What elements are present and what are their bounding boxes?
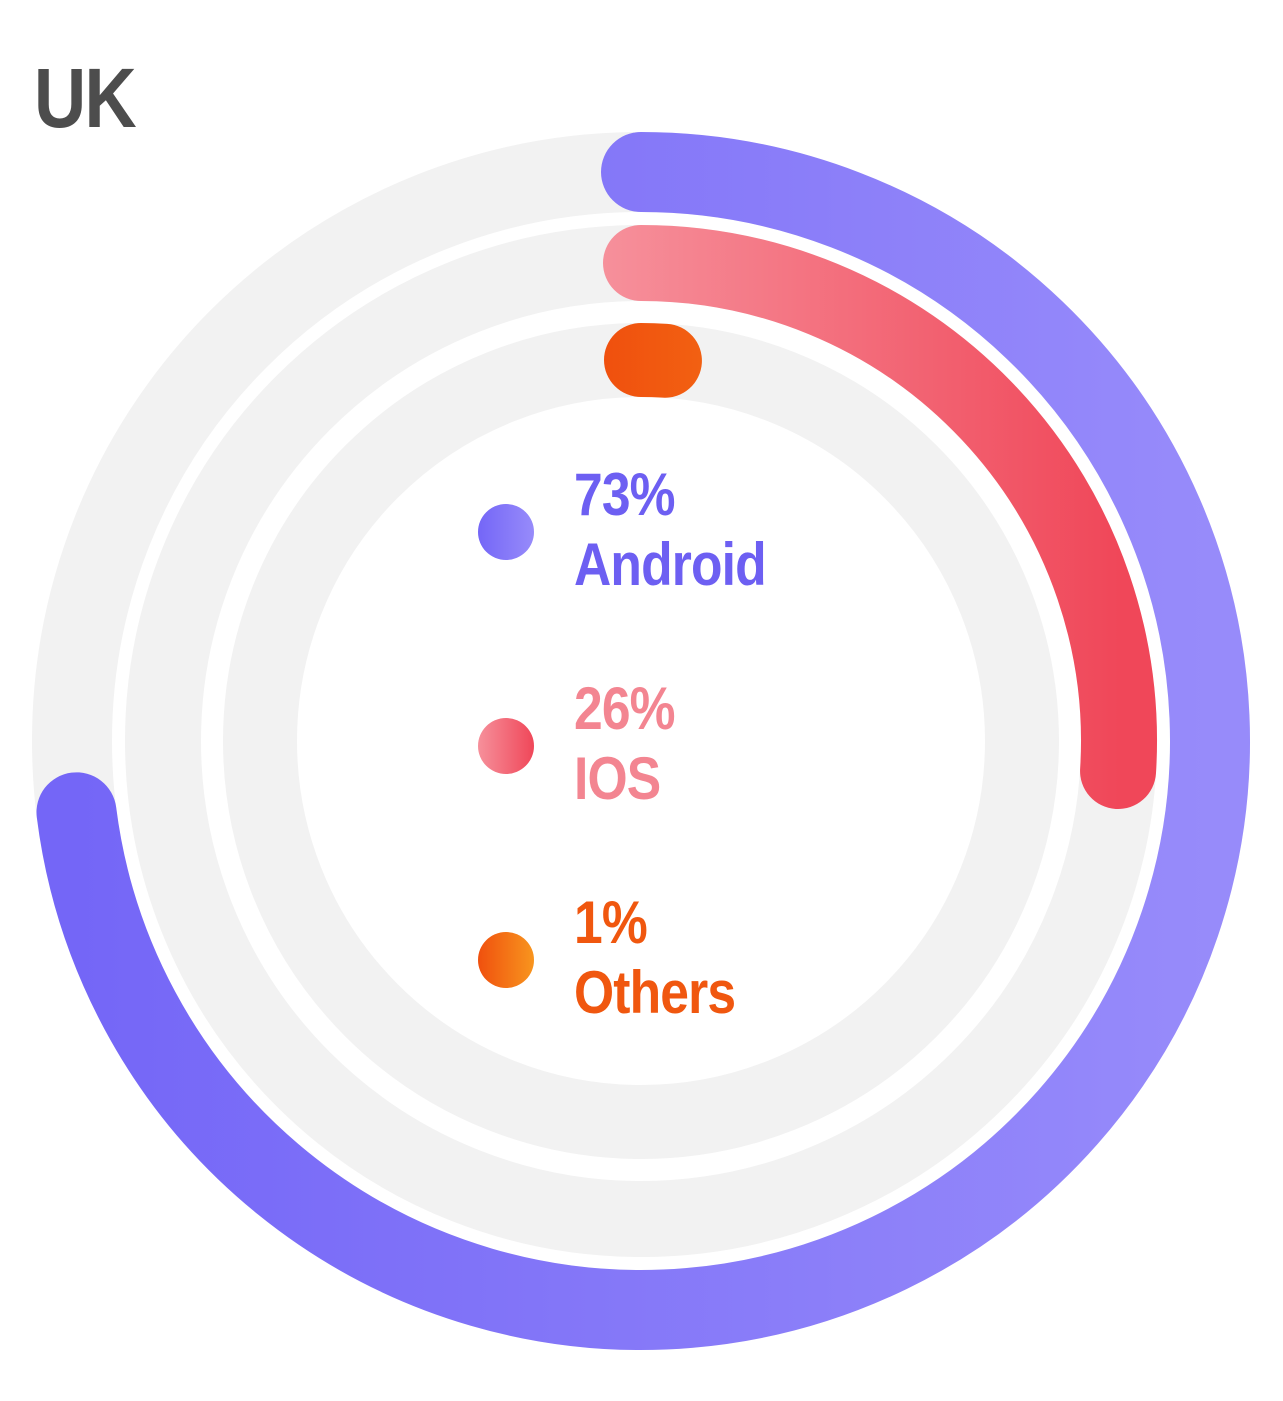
- android-legend-text: 73% Android: [574, 460, 767, 600]
- ios-legend-dot: [478, 718, 534, 774]
- android-series-label: Android: [574, 531, 767, 598]
- android-ring-arc: [36, 132, 1250, 1350]
- legend-item-ios: 26% IOS: [478, 674, 898, 824]
- chart-title: UK: [34, 51, 137, 145]
- others-series-label: Others: [574, 959, 736, 1026]
- ios-series-label: IOS: [574, 745, 661, 812]
- ios-legend-text: 26% IOS: [574, 674, 676, 814]
- others-legend-text: 1% Others: [574, 888, 736, 1028]
- ios-ring-arc: [603, 225, 1157, 810]
- legend-item-android: 73% Android: [478, 460, 898, 610]
- android-value-label: 73%: [574, 461, 676, 528]
- others-value-label: 1%: [574, 889, 648, 956]
- legend-item-others: 1% Others: [478, 888, 898, 1038]
- ios-value-label: 26%: [574, 675, 676, 742]
- android-legend-dot: [478, 504, 534, 560]
- others-ring-arc: [604, 323, 702, 398]
- ring-arcs: [36, 132, 1250, 1350]
- legend: 73% Android 26% IOS 1% Others: [478, 460, 898, 1102]
- others-legend-dot: [478, 932, 534, 988]
